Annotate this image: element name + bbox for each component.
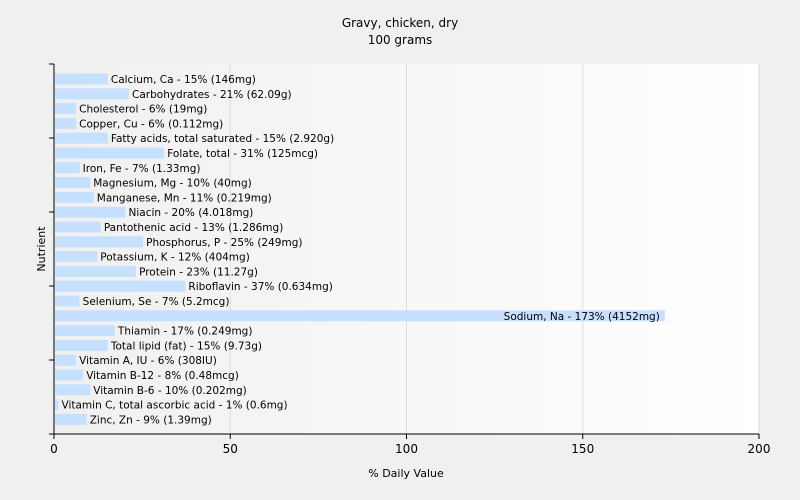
bar-label: Carbohydrates - 21% (62.09g) [132,89,292,101]
bar-label: Phosphorus, P - 25% (249mg) [146,237,302,249]
bar [55,162,80,174]
bar [55,103,77,115]
bar [55,191,94,203]
axes: 0 50 100 150 200 [49,63,771,456]
bar [55,325,115,337]
bar-label: Vitamin A, IU - 6% (308IU) [79,355,217,367]
x-tick-label: 150 [571,442,594,456]
bar-label: Total lipid (fat) - 15% (9.73g) [110,340,262,352]
x-axis-label: % Daily Value [368,467,444,480]
bar-label: Zinc, Zn - 9% (1.39mg) [90,414,212,426]
bar-label: Protein - 23% (11.27g) [139,266,258,278]
bar-label: Manganese, Mn - 11% (0.219mg) [97,192,272,204]
bar [55,399,59,411]
bar-label: Cholesterol - 6% (19mg) [79,104,207,116]
bar [55,73,108,85]
bar-label: Sodium, Na - 173% (4152mg) [504,311,660,323]
gridlines [229,64,760,434]
bar-label: Pantothenic acid - 13% (1.286mg) [104,222,283,234]
bar [55,295,80,307]
x-tick-label: 50 [223,442,238,456]
chart-subtitle: 100 grams [368,33,433,47]
bar [55,265,137,277]
bar-label: Calcium, Ca - 15% (146mg) [111,74,256,86]
bar [55,413,87,425]
bar [55,88,130,100]
bar [55,251,98,263]
bar [55,310,665,322]
bar [55,280,186,292]
bar [55,147,165,159]
bar [55,236,144,248]
bar-label: Potassium, K - 12% (404mg) [100,252,250,264]
bar-label: Folate, total - 31% (125mcg) [167,148,318,160]
bar [55,117,77,129]
bar-label: Selenium, Se - 7% (5.2mcg) [83,296,230,308]
bar-label: Niacin - 20% (4.018mg) [129,207,254,219]
bar-label: Thiamin - 17% (0.249mg) [117,326,253,338]
x-tick-label: 200 [748,442,771,456]
chart-title: Gravy, chicken, dry [342,16,458,30]
bar [55,369,84,381]
bar [55,339,108,351]
bar-label: Riboflavin - 37% (0.634mg) [188,281,332,293]
bar [55,384,91,396]
bar [55,177,91,189]
bar [55,206,126,218]
x-tick-label: 100 [395,442,418,456]
bar [55,354,77,366]
bar [55,221,101,233]
bar-label: Vitamin B-6 - 10% (0.202mg) [93,385,247,397]
bar [55,132,108,144]
bar-label: Fatty acids, total saturated - 15% (2.92… [111,133,334,145]
x-tick-label: 0 [50,442,58,456]
bar-label: Vitamin B-12 - 8% (0.48mcg) [86,370,239,382]
y-axis-label: Nutrient [35,226,48,272]
bars: Calcium, Ca - 15% (146mg) Carbohydrates -… [55,73,665,426]
bar-label: Magnesium, Mg - 10% (40mg) [93,178,252,190]
bar-label: Copper, Cu - 6% (0.112mg) [79,118,223,130]
bar-label: Vitamin C, total ascorbic acid - 1% (0.6… [62,400,288,412]
bar-label: Iron, Fe - 7% (1.33mg) [83,163,201,175]
